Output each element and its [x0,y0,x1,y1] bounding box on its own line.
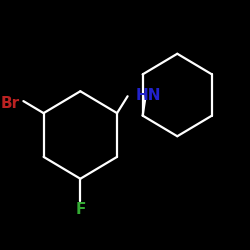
Text: Br: Br [0,96,20,111]
Text: F: F [75,202,86,217]
Text: HN: HN [136,88,162,102]
